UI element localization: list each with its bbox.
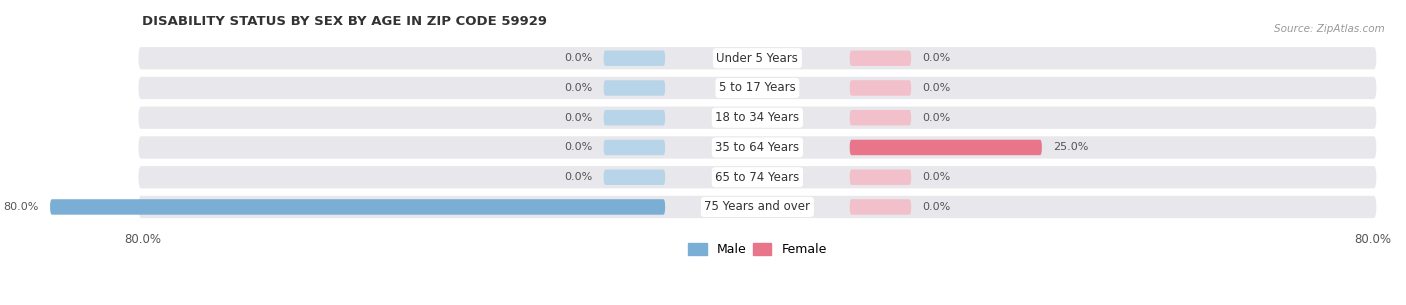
FancyBboxPatch shape — [603, 80, 665, 96]
Text: 0.0%: 0.0% — [564, 53, 592, 63]
FancyBboxPatch shape — [51, 199, 665, 215]
FancyBboxPatch shape — [849, 110, 911, 125]
FancyBboxPatch shape — [138, 106, 1376, 129]
Text: 75 Years and over: 75 Years and over — [704, 200, 810, 214]
Text: 0.0%: 0.0% — [922, 113, 950, 123]
FancyBboxPatch shape — [849, 51, 911, 66]
Text: 0.0%: 0.0% — [922, 83, 950, 93]
Text: 0.0%: 0.0% — [564, 113, 592, 123]
FancyBboxPatch shape — [138, 47, 1376, 69]
FancyBboxPatch shape — [849, 170, 911, 185]
Text: 25.0%: 25.0% — [1053, 142, 1088, 152]
Text: 0.0%: 0.0% — [564, 172, 592, 182]
Text: Under 5 Years: Under 5 Years — [717, 52, 799, 65]
Text: 0.0%: 0.0% — [922, 202, 950, 212]
Text: 0.0%: 0.0% — [922, 53, 950, 63]
Text: 0.0%: 0.0% — [564, 83, 592, 93]
FancyBboxPatch shape — [138, 196, 1376, 218]
Text: 35 to 64 Years: 35 to 64 Years — [716, 141, 800, 154]
FancyBboxPatch shape — [849, 80, 911, 96]
Text: 18 to 34 Years: 18 to 34 Years — [716, 111, 800, 124]
FancyBboxPatch shape — [603, 51, 665, 66]
FancyBboxPatch shape — [138, 136, 1376, 159]
Text: Source: ZipAtlas.com: Source: ZipAtlas.com — [1274, 24, 1385, 34]
FancyBboxPatch shape — [603, 170, 665, 185]
FancyBboxPatch shape — [138, 166, 1376, 188]
FancyBboxPatch shape — [849, 140, 1042, 155]
FancyBboxPatch shape — [849, 199, 911, 215]
Text: 80.0%: 80.0% — [3, 202, 38, 212]
FancyBboxPatch shape — [603, 110, 665, 125]
Text: 0.0%: 0.0% — [922, 172, 950, 182]
Text: 65 to 74 Years: 65 to 74 Years — [716, 171, 800, 184]
Text: 5 to 17 Years: 5 to 17 Years — [718, 81, 796, 95]
Legend: Male, Female: Male, Female — [683, 238, 832, 261]
Text: 0.0%: 0.0% — [564, 142, 592, 152]
Text: DISABILITY STATUS BY SEX BY AGE IN ZIP CODE 59929: DISABILITY STATUS BY SEX BY AGE IN ZIP C… — [142, 15, 547, 28]
FancyBboxPatch shape — [603, 140, 665, 155]
FancyBboxPatch shape — [138, 77, 1376, 99]
